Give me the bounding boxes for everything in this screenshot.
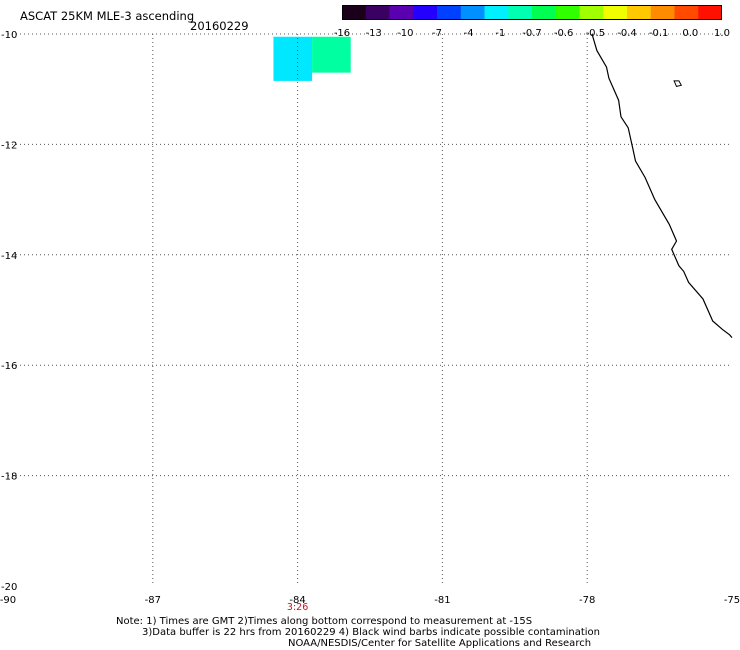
colorbar-tick-label: -0.1: [649, 28, 669, 39]
colorbar-swatch: [342, 5, 367, 20]
latitude-tick-label: -10: [1, 30, 17, 41]
colorbar-tick-label: -16: [334, 28, 350, 39]
colorbar-swatch: [698, 5, 722, 20]
latitude-tick-label: -20: [1, 582, 17, 593]
colorbar-tick-label: -0.4: [617, 28, 637, 39]
colorbar-swatch: [437, 5, 462, 20]
colorbar-tick-label: 0.0: [682, 28, 698, 39]
latitude-tick-label: -18: [1, 472, 17, 483]
colorbar-legend: [342, 5, 722, 20]
map-date: 20160229: [190, 19, 249, 33]
wind-map: -16 -13 -10 -7 -4 -1 -0.7 -0.6 -0.5 -0.4 -0.1 0.0 1.…: [0, 28, 740, 610]
wind-data-cell: [312, 36, 351, 73]
longitude-tick-label: -75: [724, 595, 740, 606]
colorbar-swatch: [555, 5, 580, 20]
latitude-tick-label: -12: [1, 140, 17, 151]
colorbar-tick-label: -13: [365, 28, 381, 39]
colorbar-swatch: [627, 5, 652, 20]
colorbar-swatch: [508, 5, 533, 20]
colorbar-swatch: [460, 5, 485, 20]
latitude-tick-label: -14: [1, 251, 17, 262]
coastline: [591, 33, 733, 338]
colorbar-swatch: [650, 5, 675, 20]
longitude-tick-label: -84: [289, 595, 305, 606]
note-line-3: NOAA/NESDIS/Center for Satellite Applica…: [288, 638, 592, 649]
longitude-tick-label: -78: [579, 595, 595, 606]
colorbar-tick-label: -0.5: [586, 28, 606, 39]
note-line-1: Note: 1) Times are GMT 2)Times along bot…: [116, 616, 533, 627]
colorbar-swatch: [579, 5, 604, 20]
colorbar-swatch: [413, 5, 438, 20]
colorbar-swatch: [674, 5, 699, 20]
longitude-tick-label: -90: [0, 595, 16, 606]
wind-data-cell: [273, 36, 313, 81]
longitude-tick-label: -81: [434, 595, 450, 606]
colorbar-swatch: [532, 5, 557, 20]
island-outline: [673, 80, 683, 87]
note-line-2: 3)Data buffer is 22 hrs from 20160229 4)…: [142, 627, 600, 638]
latitude-tick-label: -16: [1, 361, 17, 372]
pass-time-label: 3:26: [287, 602, 308, 610]
colorbar-tick-label: -10: [397, 28, 413, 39]
colorbar-swatch: [603, 5, 628, 20]
colorbar-tick-label: 1.0: [714, 28, 730, 39]
longitude-tick-label: -87: [145, 595, 161, 606]
colorbar-swatch: [389, 5, 414, 20]
map-title: ASCAT 25KM MLE-3 ascending: [20, 9, 195, 23]
colorbar-tick-label: -0.6: [554, 28, 574, 39]
colorbar-swatch: [484, 5, 509, 20]
colorbar-swatch: [365, 5, 390, 20]
